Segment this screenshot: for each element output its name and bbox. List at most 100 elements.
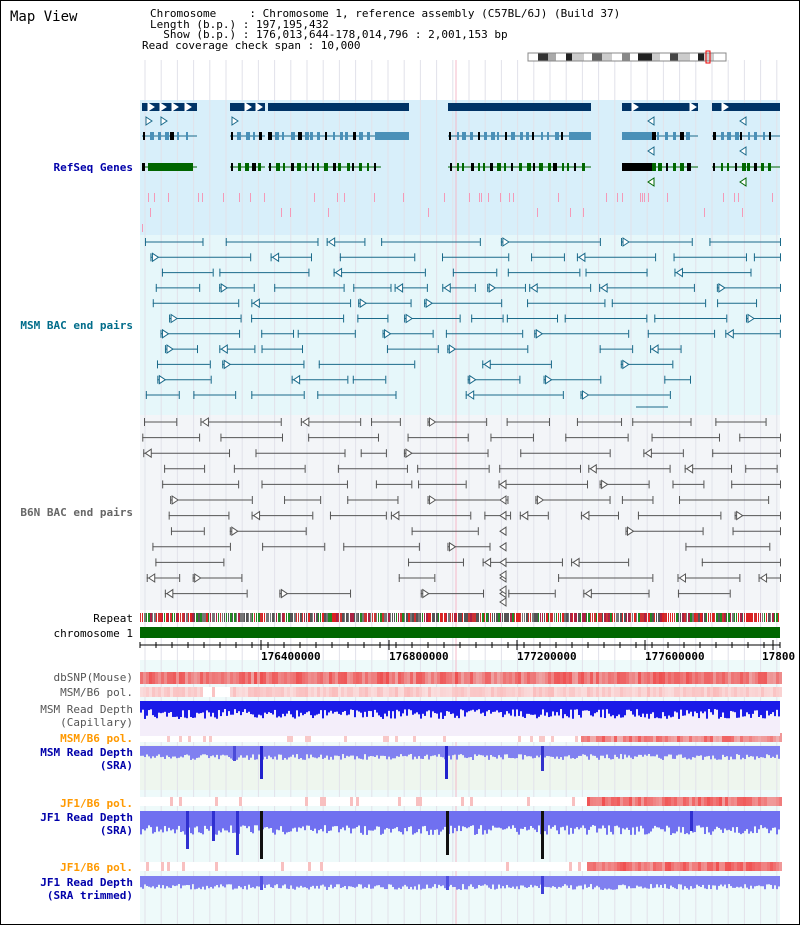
repeat-element	[154, 613, 156, 622]
repeat-element	[440, 613, 442, 622]
bac-end	[467, 375, 469, 384]
msm-pol-density	[287, 687, 290, 697]
repeat-element	[632, 613, 633, 622]
exon	[338, 163, 341, 171]
exon	[317, 163, 319, 171]
jf1-pol-trimmed-density	[215, 862, 218, 871]
bac-end	[253, 283, 255, 292]
dbsnp-density	[650, 672, 653, 684]
repeat-element	[730, 613, 731, 622]
repeat-element	[350, 613, 352, 622]
msm-sra-depth	[238, 746, 240, 758]
dbsnp-density	[695, 672, 698, 684]
msm-sra-depth	[660, 746, 662, 759]
jf1-pol-density	[191, 797, 194, 806]
msm-sra-depth	[398, 746, 400, 757]
msm-pol-sra-density	[398, 733, 401, 742]
msm-capillary-depth	[414, 701, 416, 714]
exon	[470, 132, 473, 140]
msm-sra-depth	[450, 746, 452, 760]
chromosome-bar	[140, 627, 780, 638]
msm-pol-sra-density	[707, 733, 710, 742]
bac-end	[482, 360, 484, 369]
jf1-trimmed-depth	[190, 876, 192, 890]
jf1-trimmed-depth	[194, 876, 196, 890]
bac-end	[654, 314, 656, 323]
bac-end	[565, 433, 567, 442]
bac-end	[150, 253, 152, 262]
msm-capillary-depth	[158, 701, 160, 713]
bac-end	[527, 299, 529, 308]
jf1-trimmed-depth	[720, 876, 722, 885]
jf1-pol-trimmed-density	[698, 862, 701, 871]
exon	[721, 132, 724, 140]
bac-end	[360, 418, 362, 426]
msm-capillary-depth	[602, 701, 604, 710]
bac-end-arrow	[726, 328, 734, 339]
msm-capillary-depth	[342, 701, 344, 712]
bac-end	[507, 496, 509, 504]
bac-end-arrow	[252, 510, 261, 521]
msm-capillary-depth	[510, 701, 512, 716]
msm-capillary-depth	[444, 701, 446, 716]
jf1-pol-trimmed-density	[542, 862, 545, 871]
msm-pol-density	[431, 687, 434, 697]
jf1-pol-density	[644, 797, 647, 806]
bac-end	[690, 418, 692, 426]
jf1-pol-density	[488, 797, 491, 806]
jf1-pol-trimmed-density	[383, 862, 386, 871]
repeat-element	[496, 613, 498, 622]
jf1-sra-depth	[152, 811, 154, 834]
bac-end	[152, 542, 154, 551]
jf1-pol-trimmed-density	[437, 862, 440, 871]
msm-pol-density	[257, 687, 260, 697]
msm-capillary-depth	[408, 701, 410, 710]
msm-capillary-depth	[696, 701, 698, 714]
msm-sra-depth	[144, 746, 146, 758]
jf1-pol-density	[638, 797, 641, 806]
repeat-element	[356, 613, 358, 622]
dbsnp-density	[731, 672, 734, 684]
bac-end	[209, 360, 211, 369]
msm-capillary-depth	[346, 701, 348, 716]
repeat-element	[312, 613, 313, 622]
msm-bac-track-label[interactable]: MSM BAC end pairs	[20, 319, 133, 332]
strand-arrow	[184, 102, 192, 112]
jf1-sra-depth	[642, 811, 644, 829]
msm-capillary-depth	[692, 701, 694, 717]
bac-end	[564, 314, 566, 323]
jf1-trimmed-depth	[290, 876, 292, 886]
jf1-pol-density	[299, 797, 302, 806]
jf1-pol-density	[362, 797, 365, 806]
dbsnp-density	[641, 672, 644, 684]
msm-pol-sra-density	[602, 733, 605, 742]
repeat-element	[692, 613, 694, 622]
jf1-pol-trimmed-density	[728, 862, 731, 871]
repeat-element	[458, 613, 460, 622]
jf1-trimmed-depth	[464, 876, 466, 890]
jf1-trimmed-depth	[692, 876, 694, 889]
msm-capillary-depth	[418, 701, 420, 715]
b6n-bac-track-label[interactable]: B6N BAC end pairs	[20, 506, 133, 519]
jf1-sra-depth	[294, 811, 296, 828]
jf1-pol-trimmed-density	[236, 862, 239, 871]
repeat-element	[562, 613, 564, 622]
bac-end-arrow	[292, 374, 301, 385]
msm-sra-depth	[730, 746, 732, 757]
bac-end	[490, 433, 492, 442]
msm-capillary-depth	[514, 701, 516, 717]
bac-end	[192, 574, 194, 582]
repeat-element	[668, 613, 669, 622]
jf1-pol-density	[482, 797, 485, 806]
jf1-trimmed-depth	[554, 876, 556, 888]
bac-end-arrow	[448, 541, 457, 552]
dbsnp-density	[296, 672, 299, 684]
refseq-track-label[interactable]: RefSeq Genes	[53, 161, 133, 174]
msm-capillary-depth	[492, 701, 494, 712]
jf1-sra-depth	[606, 811, 608, 835]
jf1-pol-density	[164, 797, 167, 806]
msm-capillary-depth	[368, 701, 370, 711]
msm-pol-sra-density	[404, 733, 407, 742]
jf1-sra-depth	[284, 811, 286, 835]
